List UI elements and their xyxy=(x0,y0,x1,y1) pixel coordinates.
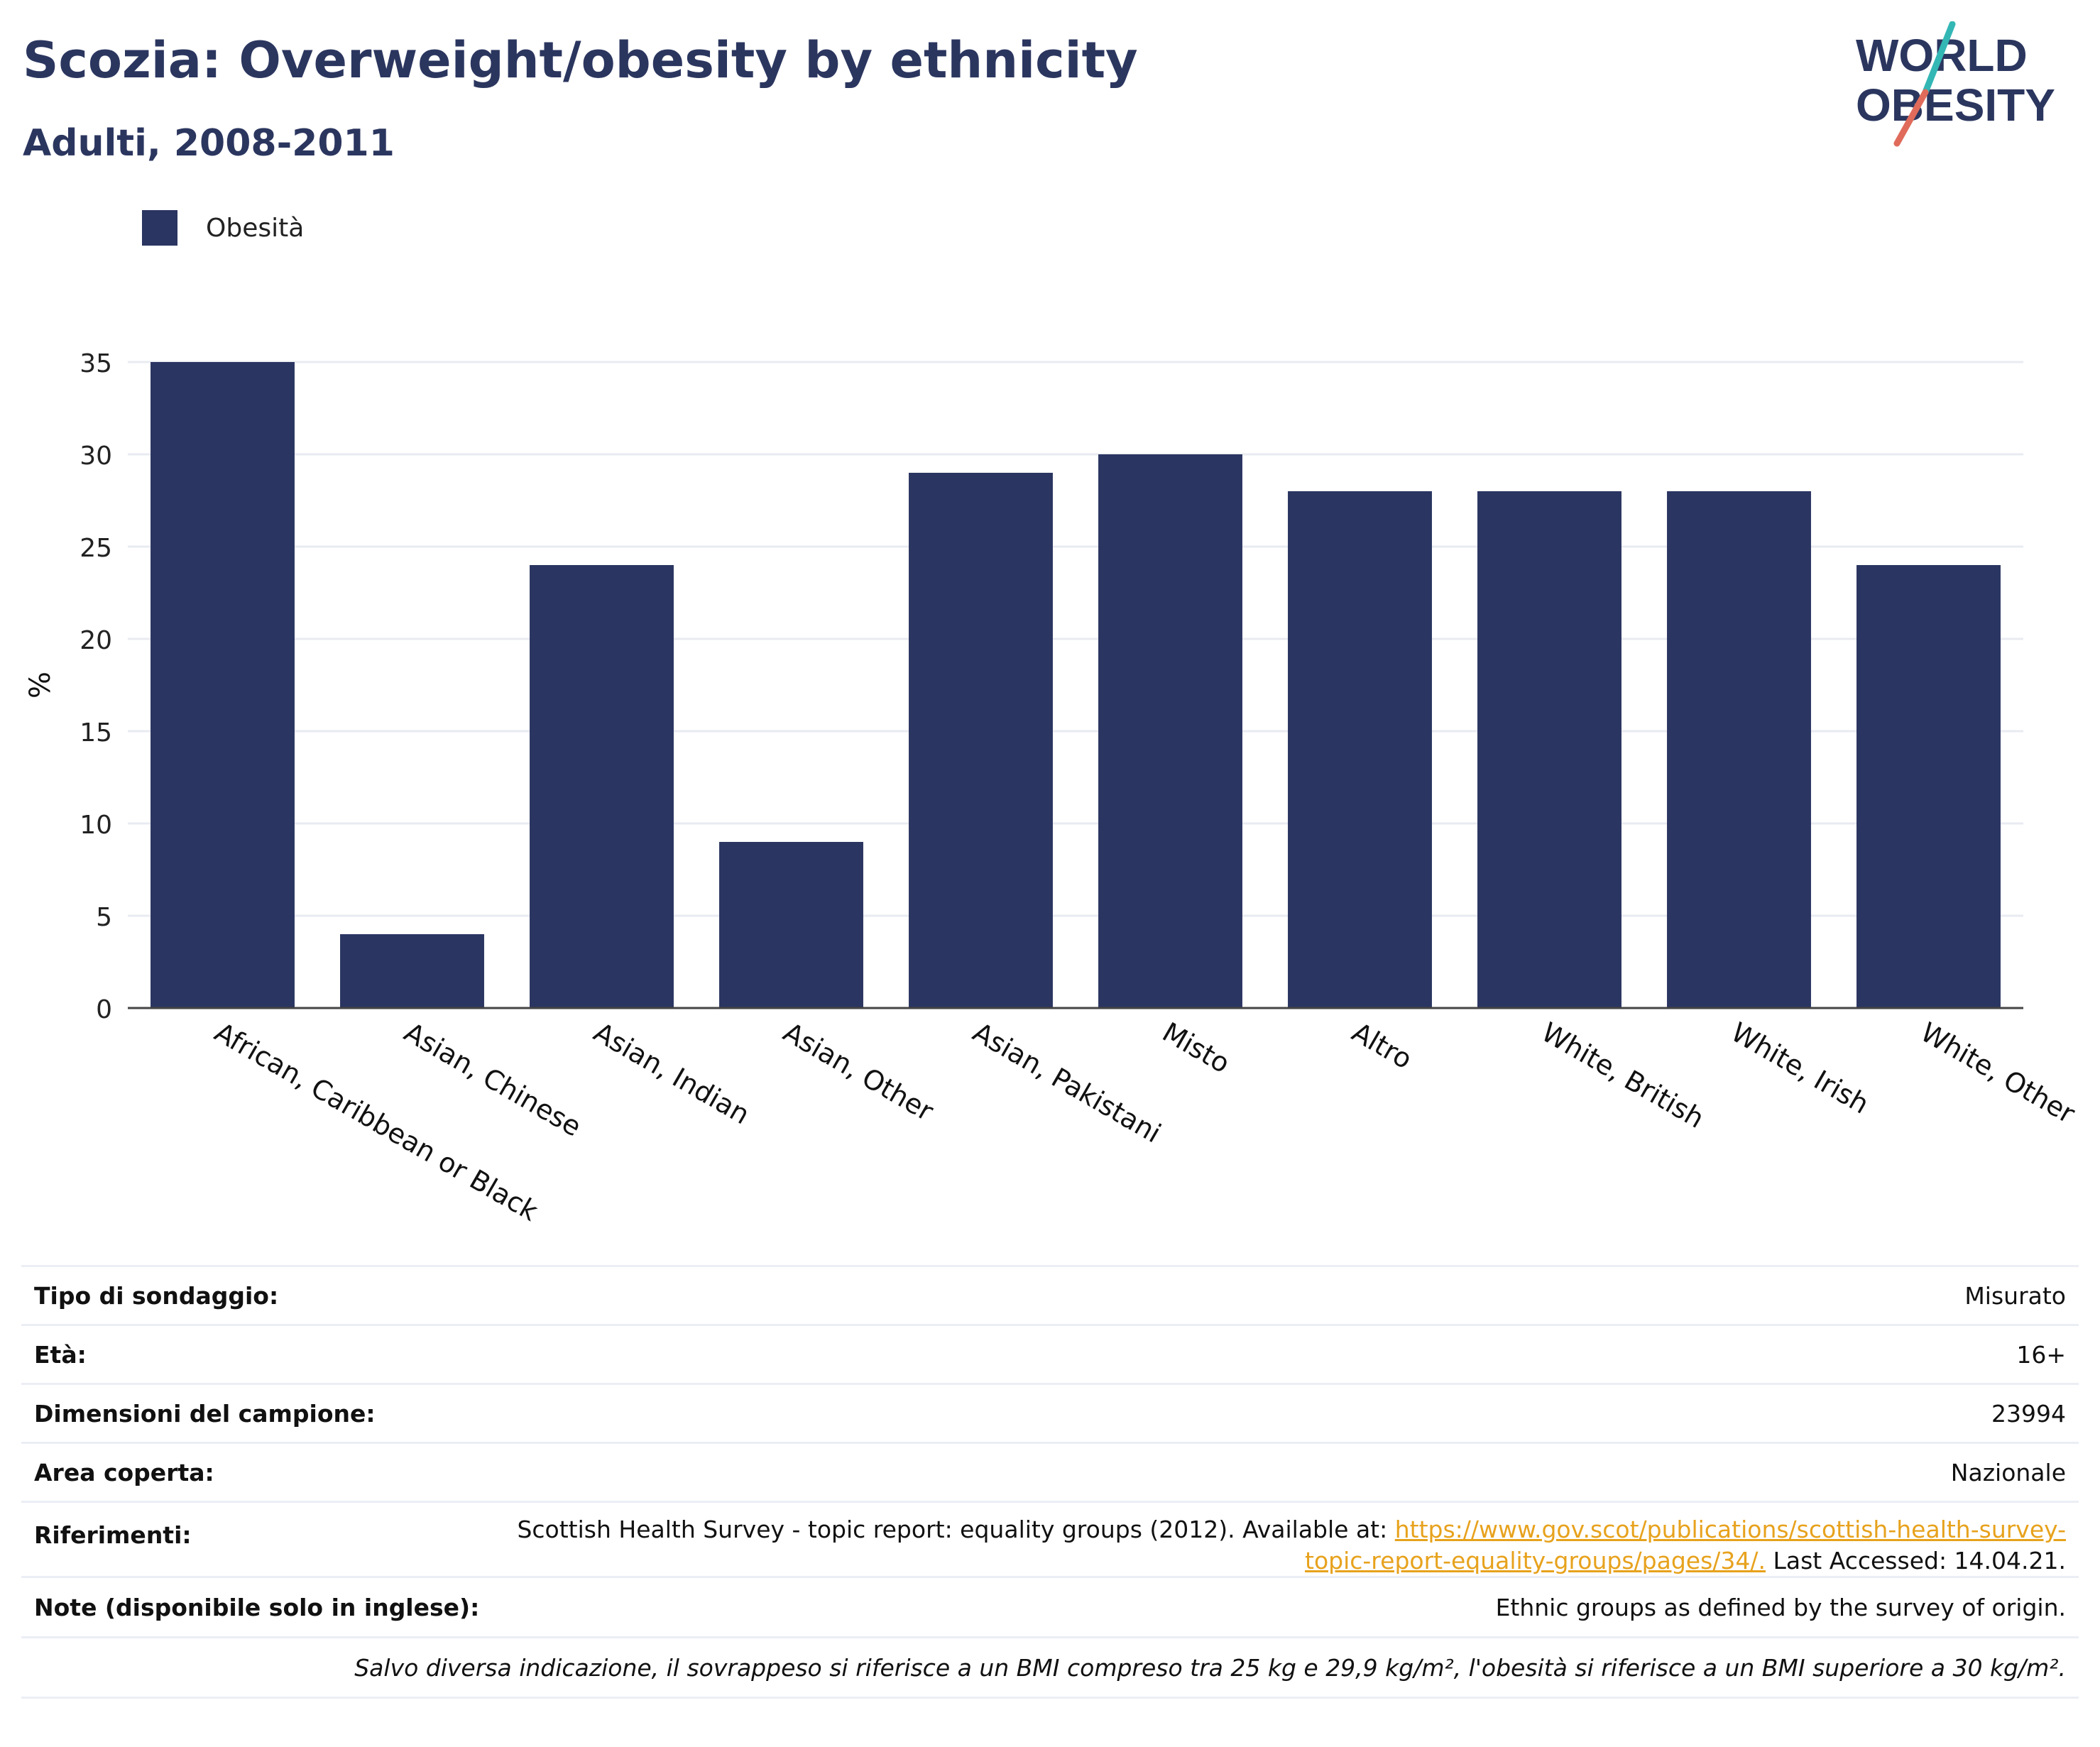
chart-subtitle: Adulti, 2008-2011 xyxy=(23,122,395,165)
bar xyxy=(1098,454,1242,1008)
row-survey-type: Tipo di sondaggio: Misurato xyxy=(21,1265,2079,1324)
y-tick-label: 35 xyxy=(80,349,112,378)
x-tick-label: White, Irish xyxy=(1726,1017,1874,1120)
x-tick-label: Altro xyxy=(1347,1017,1418,1075)
references-link-part1[interactable]: https://www.gov.scot/publications/scotti… xyxy=(1394,1516,2066,1543)
bmi-footnote: Salvo diversa indicazione, il sovrappeso… xyxy=(354,1653,2066,1682)
y-tick-label: 15 xyxy=(80,718,112,747)
info-table: Tipo di sondaggio: Misurato Età: 16+ Dim… xyxy=(21,1265,2079,1699)
notes-value: Ethnic groups as defined by the survey o… xyxy=(1495,1593,2066,1621)
x-tick-label: White, British xyxy=(1536,1017,1710,1134)
survey-type-value: Misurato xyxy=(1964,1281,2066,1310)
chart-title: Scozia: Overweight/obesity by ethnicity xyxy=(23,31,1138,89)
x-tick-label: Asian, Chinese xyxy=(399,1017,586,1143)
x-tick-label: White, Other xyxy=(1915,1017,2080,1130)
y-tick-label: 0 xyxy=(96,995,112,1024)
references-value: Scottish Health Survey - topic report: e… xyxy=(517,1514,2066,1577)
row-sample-size: Dimensioni del campione: 23994 xyxy=(21,1383,2079,1442)
bar xyxy=(1477,491,1622,1008)
x-tick-label: African, Caribbean or Black xyxy=(209,1017,543,1227)
row-area: Area coperta: Nazionale xyxy=(21,1442,2079,1501)
logo-slash-teal xyxy=(1922,21,1956,96)
row-footnote: Salvo diversa indicazione, il sovrappeso… xyxy=(21,1636,2079,1699)
references-text: Scottish Health Survey - topic report: e… xyxy=(517,1516,1395,1543)
y-tick-label: 20 xyxy=(80,626,112,655)
x-tick-label: Misto xyxy=(1157,1017,1235,1080)
notes-label: Note (disponibile solo in inglese): xyxy=(34,1593,480,1621)
references-last-accessed: Last Accessed: 14.04.21. xyxy=(1766,1547,2066,1575)
age-value: 16+ xyxy=(2016,1340,2066,1369)
x-tick-label: Asian, Pakistani xyxy=(968,1017,1166,1149)
survey-type-label: Tipo di sondaggio: xyxy=(34,1281,279,1310)
legend-label-obesita: Obesità xyxy=(206,213,305,243)
x-tick-label: Asian, Indian xyxy=(589,1017,755,1131)
y-axis-ticks: 0 5 10 15 20 25 30 35 xyxy=(80,349,112,1024)
bars xyxy=(151,362,2001,1008)
bar-chart: 0 5 10 15 20 25 30 35 African, Caribbean or Bla… xyxy=(24,349,2080,1227)
logo-slash-coral xyxy=(1893,89,1929,147)
bar xyxy=(1856,565,2001,1008)
y-axis-label: % xyxy=(24,672,57,699)
sample-size-value: 23994 xyxy=(1991,1399,2066,1428)
age-label: Età: xyxy=(34,1340,87,1369)
y-tick-label: 30 xyxy=(80,442,112,471)
bar xyxy=(1667,491,1811,1008)
bar xyxy=(1288,491,1432,1008)
bar xyxy=(909,473,1053,1008)
area-value: Nazionale xyxy=(1950,1458,2066,1486)
y-tick-label: 10 xyxy=(80,811,112,840)
bar xyxy=(340,934,484,1008)
row-age: Età: 16+ xyxy=(21,1324,2079,1383)
logo-obesity-text: OBESITY xyxy=(1856,80,2055,131)
references-link-part2[interactable]: topic-report-equality-groups/pages/34/. xyxy=(1305,1547,1766,1575)
x-tick-label: Asian, Other xyxy=(778,1017,939,1127)
bar xyxy=(719,842,863,1008)
legend: Obesità xyxy=(142,210,304,246)
y-tick-label: 5 xyxy=(96,903,112,932)
legend-swatch-obesita xyxy=(142,210,177,246)
world-obesity-logo: WORLD OBESITY xyxy=(1856,21,2055,147)
y-tick-label: 25 xyxy=(80,534,112,563)
row-references: Riferimenti: Scottish Health Survey - to… xyxy=(21,1501,2079,1576)
bar xyxy=(530,565,674,1008)
sample-size-label: Dimensioni del campione: xyxy=(34,1399,376,1428)
row-notes: Note (disponibile solo in inglese): Ethn… xyxy=(21,1576,2079,1636)
references-label: Riferimenti: xyxy=(34,1521,192,1549)
area-label: Area coperta: xyxy=(34,1458,214,1486)
bar xyxy=(151,362,295,1008)
